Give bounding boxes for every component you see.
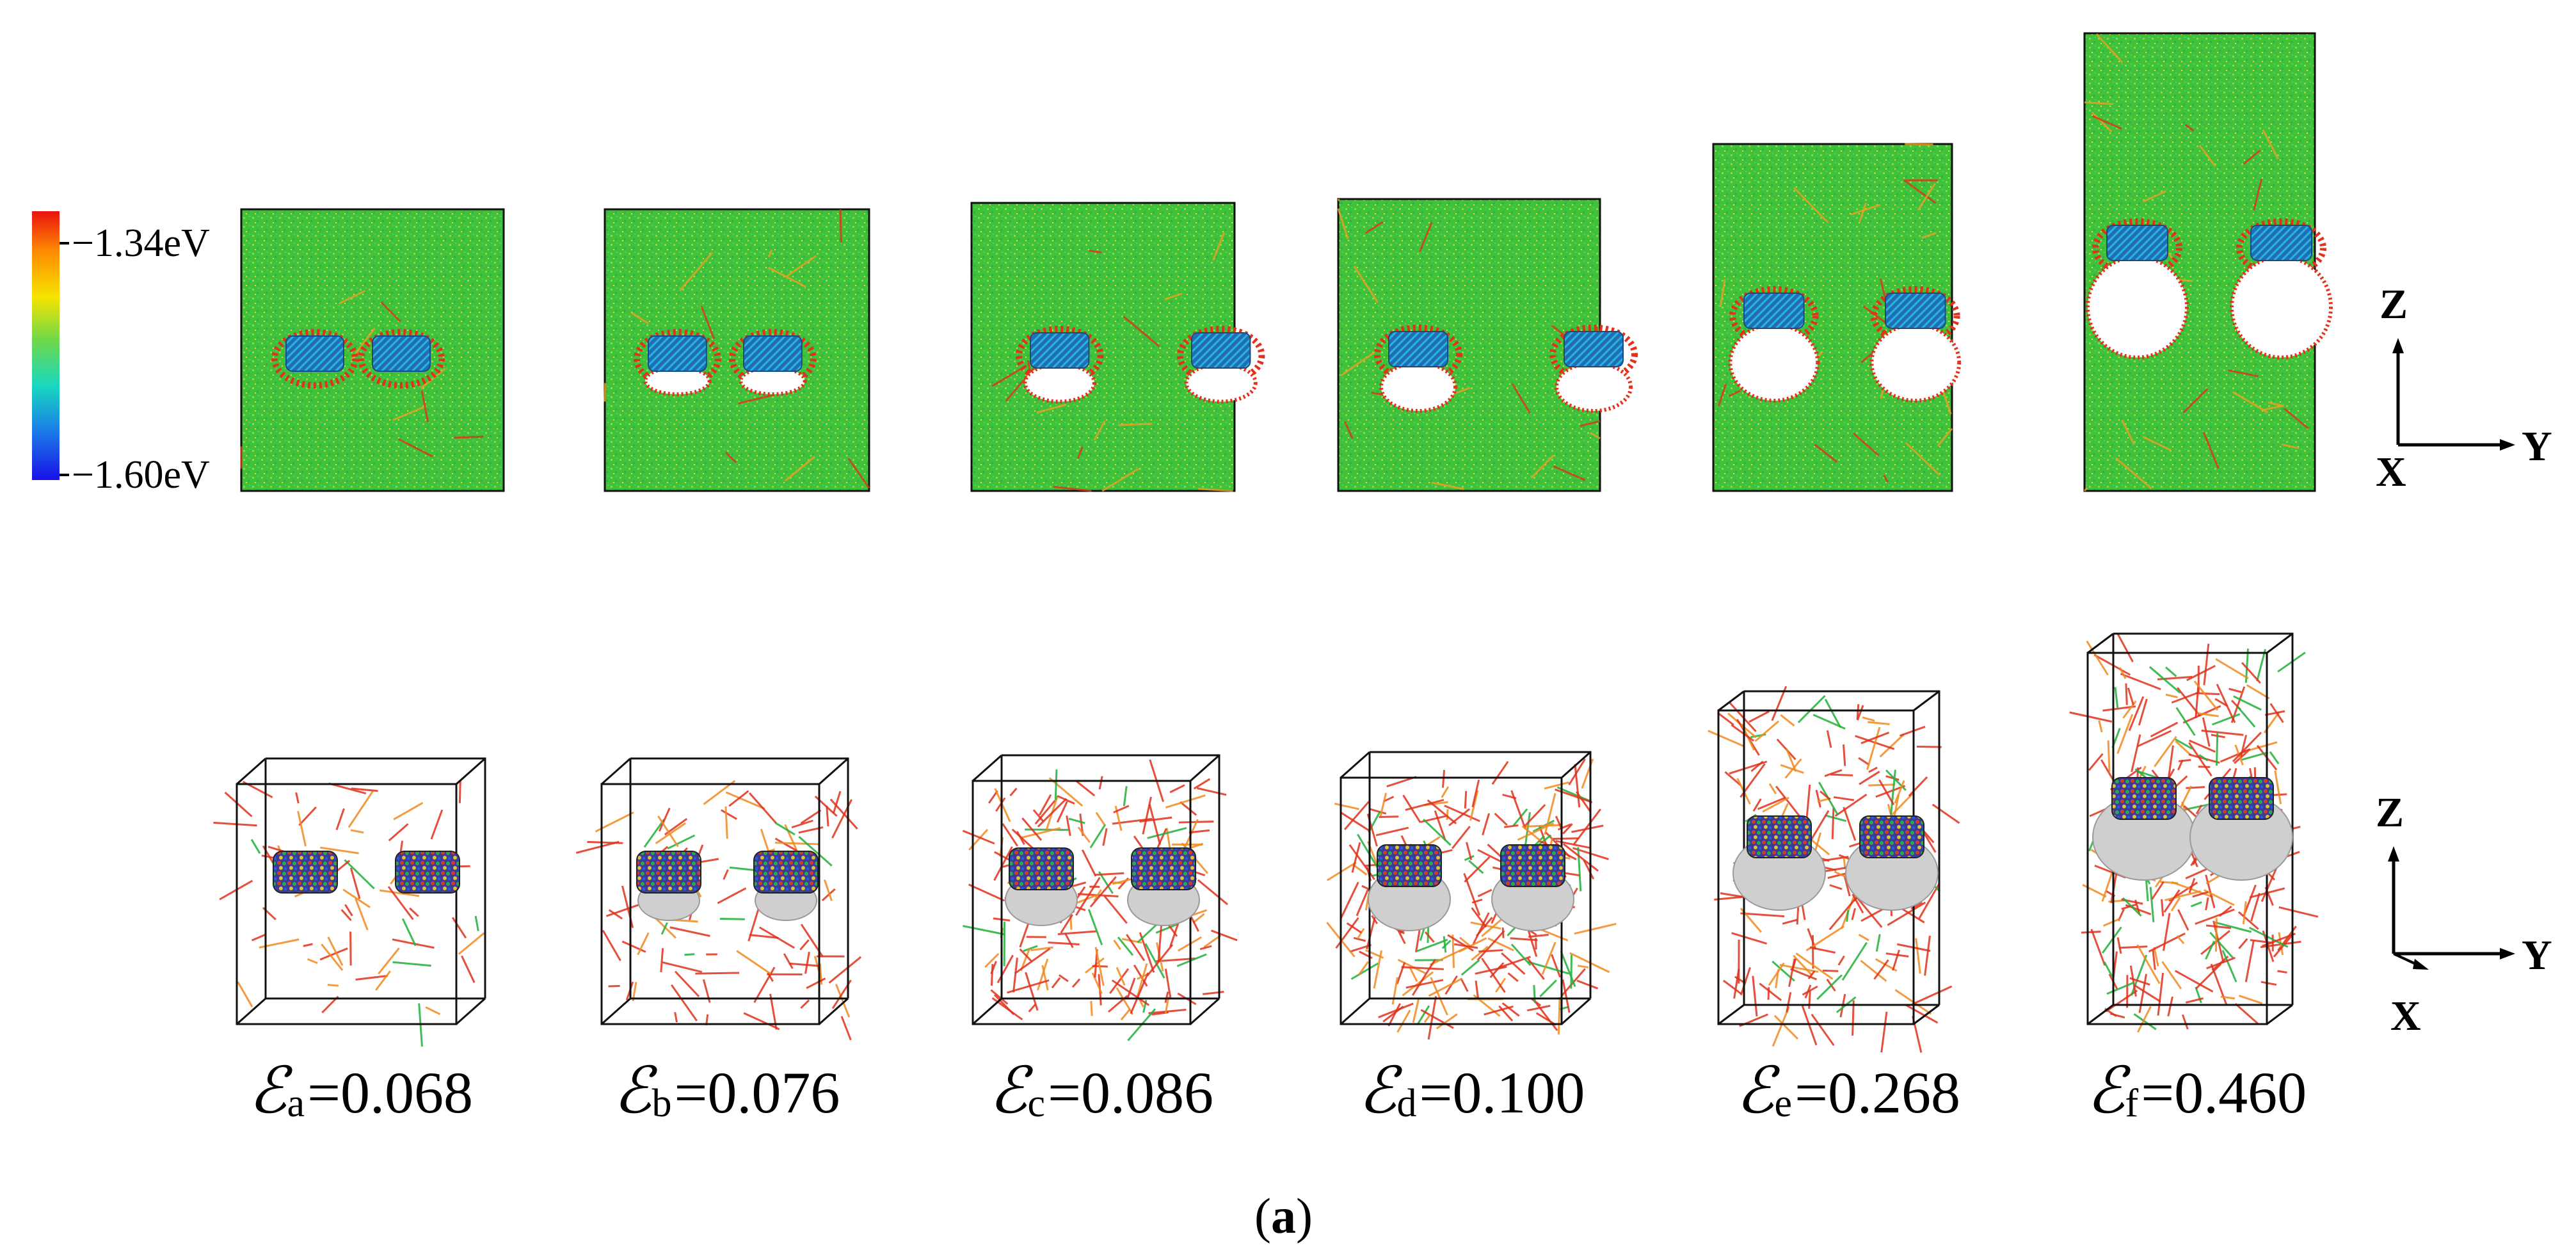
precipitate — [1500, 844, 1565, 887]
precipitate — [753, 851, 819, 894]
strain-symbol: ℰ — [613, 1055, 652, 1127]
figure-caption: (a) — [1254, 1188, 1313, 1244]
strain-symbol: ℰ — [2086, 1055, 2125, 1127]
colorbar — [32, 211, 60, 480]
axis-z-label-top: Z — [2380, 281, 2408, 328]
dislocation-box-panel-e — [1708, 686, 1960, 1053]
strain-value: =0.086 — [1048, 1060, 1213, 1125]
precipitate — [273, 851, 338, 894]
colorbar-min-label: −1.60eV — [72, 453, 210, 497]
strain-symbol: ℰ — [1358, 1055, 1397, 1127]
simulation-box — [2086, 632, 2294, 1025]
precipitate — [1191, 332, 1251, 369]
precipitate — [1747, 815, 1812, 858]
dislocation-box-panel-c — [962, 754, 1238, 1041]
strain-value: =0.076 — [674, 1060, 840, 1125]
axis-y-label-bottom: Y — [2522, 932, 2552, 979]
axis-x-label-bottom: X — [2390, 993, 2421, 1039]
strain-value: =0.460 — [2141, 1060, 2307, 1125]
strain-subscript: a — [287, 1082, 305, 1125]
precipitate — [372, 335, 431, 372]
axis-triad-top — [2392, 338, 2515, 451]
strain-label-c: ℰc=0.086 — [989, 1059, 1213, 1125]
strain-value: =0.068 — [307, 1060, 473, 1125]
axis-z-label-bottom: Z — [2376, 789, 2404, 836]
strain-label-f: ℰf=0.460 — [2086, 1059, 2307, 1125]
precipitate — [1030, 332, 1090, 369]
precipitate — [2106, 225, 2168, 261]
dislocation-box-panel-b — [575, 757, 862, 1041]
strain-symbol: ℰ — [1736, 1055, 1775, 1127]
precipitate — [1564, 331, 1624, 367]
precipitate — [1377, 844, 1442, 887]
dislocation-box-panel-d — [1326, 751, 1617, 1040]
strain-symbol: ℰ — [248, 1055, 287, 1127]
dislocation-box-panel-a — [213, 757, 486, 1047]
axis-triad-bottom — [2388, 846, 2515, 970]
precipitate — [1388, 331, 1448, 367]
simulation-box — [600, 757, 849, 1025]
colorbar-max-label: −1.34eV — [72, 221, 210, 265]
precipitate — [2250, 225, 2312, 261]
strain-subscript: e — [1774, 1082, 1793, 1125]
precipitate — [1009, 847, 1074, 890]
precipitate — [1859, 815, 1924, 858]
simulation-box — [972, 754, 1220, 1025]
simulation-box — [236, 757, 486, 1025]
strain-label-d: ℰd=0.100 — [1358, 1059, 1585, 1125]
precipitate — [1885, 293, 1946, 329]
precipitate — [2111, 777, 2177, 820]
strain-label-a: ℰa=0.068 — [248, 1059, 473, 1125]
precipitate — [636, 851, 701, 894]
precipitate — [648, 335, 707, 372]
energy-map-panel-b — [604, 208, 870, 492]
strain-label-b: ℰb=0.076 — [613, 1059, 840, 1125]
simulation-box — [1340, 751, 1592, 1025]
precipitate — [743, 335, 803, 372]
energy-map-panel-f — [2083, 32, 2333, 492]
axis-x-label-top: X — [2376, 449, 2406, 495]
energy-map-panel-e — [1712, 143, 1962, 492]
strain-label-e: ℰe=0.268 — [1736, 1059, 1960, 1125]
precipitate — [2209, 777, 2274, 820]
precipitate — [1743, 293, 1805, 329]
energy-map-panel-c — [970, 202, 1265, 492]
precipitate — [395, 851, 460, 894]
strain-subscript: c — [1027, 1082, 1046, 1125]
precipitate — [1131, 847, 1196, 890]
strain-value: =0.100 — [1419, 1060, 1585, 1125]
dislocation-box-panel-f — [2069, 632, 2319, 1033]
strain-subscript: b — [652, 1082, 672, 1125]
strain-subscript: f — [2125, 1082, 2139, 1125]
strain-subscript: d — [1396, 1082, 1417, 1125]
energy-map-panel-a — [240, 208, 505, 492]
strain-value: =0.268 — [1795, 1060, 1960, 1125]
strain-symbol: ℰ — [989, 1055, 1028, 1127]
axis-y-label-top: Y — [2522, 423, 2552, 470]
energy-map-panel-d — [1337, 198, 1638, 492]
simulation-box — [1717, 690, 1940, 1025]
precipitate — [285, 335, 344, 372]
